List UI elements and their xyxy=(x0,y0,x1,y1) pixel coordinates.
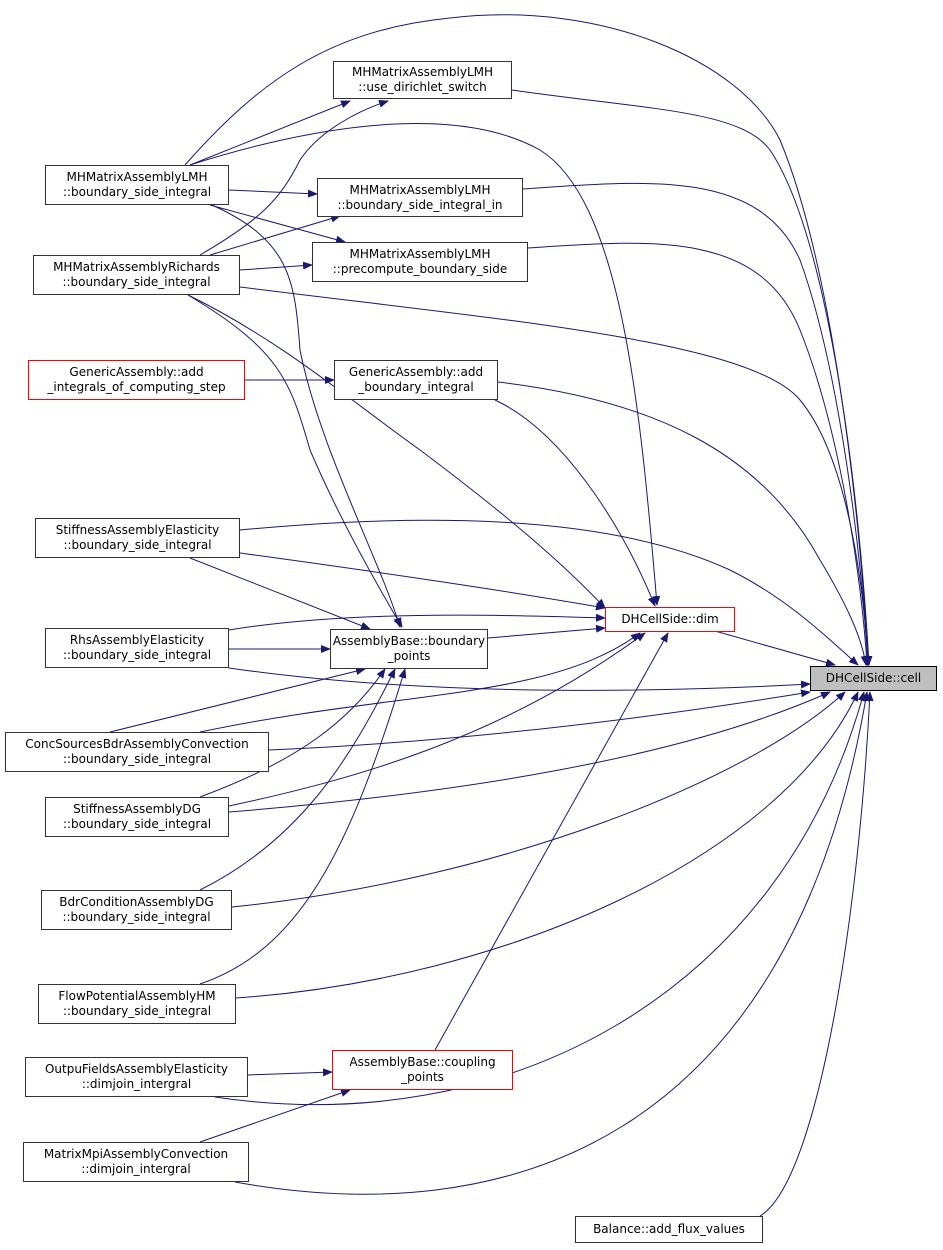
edge-use_dirichlet-to-cell xyxy=(511,89,873,666)
edge-coupling_points-to-dim xyxy=(434,632,669,1051)
node-richards-bsi[interactable]: MHMatrixAssemblyRichards::boundary_side_… xyxy=(33,255,240,295)
node-label-line: ::boundary_side_integral xyxy=(62,910,211,924)
node-outpu-fields[interactable]: OutpuFieldsAssemblyElasticity::dimjoin_i… xyxy=(25,1057,248,1097)
node-label-line: ::boundary_side_integral xyxy=(62,648,212,662)
edge-lmh_bsi-to-dim xyxy=(189,123,661,606)
node-matrix-mpi[interactable]: MatrixMpiAssemblyConvection::dimjoin_int… xyxy=(23,1142,249,1182)
edge-conc_sources-to-cell xyxy=(268,689,811,751)
node-label-line: ::use_dirichlet_switch xyxy=(358,80,487,94)
node-label-line: Balance::add_flux_values xyxy=(593,1222,745,1236)
node-stiff-elast[interactable]: StiffnessAssemblyElasticity::boundary_si… xyxy=(35,518,240,558)
edge-stiff_dg-to-cell xyxy=(228,691,831,813)
node-conc-sources[interactable]: ConcSourcesBdrAssemblyConvection::bounda… xyxy=(5,732,269,772)
edge-conc_sources-to-boundary_points xyxy=(109,667,366,733)
edge-richards_bsi-to-use_dirichlet xyxy=(199,99,389,256)
node-flow-pot[interactable]: FlowPotentialAssemblyHM::boundary_side_i… xyxy=(38,984,236,1024)
node-rhs-elast[interactable]: RhsAssemblyElasticity::boundary_side_int… xyxy=(45,628,229,668)
node-bdr-cond[interactable]: BdrConditionAssemblyDG::boundary_side_in… xyxy=(41,890,232,930)
edge-matrix_mpi-to-cell xyxy=(234,691,870,1195)
node-label-line: MHMatrixAssemblyLMH xyxy=(66,170,208,184)
node-label-line: StiffnessAssemblyElasticity xyxy=(55,523,220,537)
node-dim[interactable]: DHCellSide::dim xyxy=(605,607,735,632)
node-label-line: ::boundary_side_integral_in xyxy=(337,197,503,212)
node-lmh-bsi[interactable]: MHMatrixAssemblyLMH::boundary_side_integ… xyxy=(45,165,229,205)
node-coupling-points[interactable]: AssemblyBase::coupling _points xyxy=(332,1050,513,1090)
edge-lmh_bsi-to-precompute xyxy=(209,204,346,244)
edge-add_boundary-to-cell xyxy=(497,381,869,666)
node-bsi-in[interactable]: MHMatrixAssemblyLMH::boundary_side_integ… xyxy=(317,178,523,217)
node-boundary-points[interactable]: AssemblyBase::boundary _points xyxy=(330,629,488,669)
node-label-line: MHMatrixAssemblyLMH xyxy=(351,65,494,79)
node-label-line: ::dimjoin_intergral xyxy=(81,1162,191,1176)
edge-lmh_bsi-to-cell xyxy=(184,14,872,666)
node-add-integrals[interactable]: GenericAssembly::add _integrals_of_comput… xyxy=(28,360,245,400)
edge-boundary_points-to-dim xyxy=(487,624,606,639)
node-label-line: GenericAssembly::add xyxy=(69,365,204,379)
edge-richards_bsi-to-bsi_in xyxy=(209,214,341,256)
edge-lmh_bsi-to-bsi_in xyxy=(228,189,318,198)
node-label-line: RhsAssemblyElasticity xyxy=(69,633,205,647)
edge-rhs_elast-to-dim xyxy=(228,613,606,631)
edge-flow_pot-to-boundary_points xyxy=(199,668,407,985)
node-label-line: ::boundary_side_integral xyxy=(62,185,212,199)
node-label-line: StiffnessAssemblyDG xyxy=(73,802,201,816)
edge-flow_pot-to-cell xyxy=(235,691,859,999)
edge-precompute-to-cell xyxy=(527,242,871,666)
node-label-line: MHMatrixAssemblyRichards xyxy=(53,260,220,274)
node-stiff-dg[interactable]: StiffnessAssemblyDG::boundary_side_integ… xyxy=(45,797,229,837)
edge-bdr_cond-to-cell xyxy=(231,691,846,908)
edge-stiff_dg-to-dim xyxy=(228,632,646,807)
edge-bdr_cond-to-boundary_points xyxy=(199,668,396,891)
edge-conc_sources-to-dim xyxy=(199,632,641,733)
node-label-line: ::precompute_boundary_side xyxy=(332,262,508,276)
edge-stiff_elast-to-dim xyxy=(239,552,606,611)
edge-stiff_elast-to-cell xyxy=(239,519,859,666)
edge-balance-to-cell xyxy=(759,691,874,1217)
edge-outpu_fields-to-cell xyxy=(214,691,866,1106)
edge-matrix_mpi-to-coupling_points xyxy=(199,1089,351,1143)
edge-outpu_fields-to-coupling_points xyxy=(247,1068,333,1077)
node-label-line: ::boundary_side_integral xyxy=(63,538,212,552)
node-use-dirichlet[interactable]: MHMatrixAssemblyLMH::use_dirichlet_switc… xyxy=(333,61,512,99)
edge-dim-to-cell xyxy=(714,630,836,667)
node-label-line: ::boundary_side_integral xyxy=(62,752,212,766)
node-label-line: ConcSourcesBdrAssemblyConvection xyxy=(25,737,249,751)
node-label-line: ::boundary_side_integral xyxy=(62,1004,212,1018)
node-label-line: BdrConditionAssemblyDG xyxy=(59,895,214,909)
node-label-line: DHCellSide::cell xyxy=(825,671,922,685)
edge-richards_bsi-to-cell xyxy=(239,286,872,666)
node-label-line: ::boundary_side_integral xyxy=(62,817,212,831)
edge-stiff_elast-to-boundary_points xyxy=(189,557,371,630)
edge-add_boundary-to-dim xyxy=(494,399,656,607)
node-label-line: _integrals_of_computing_step xyxy=(47,380,226,394)
node-label-line: _boundary_integral xyxy=(358,380,474,394)
node-label-line: MHMatrixAssemblyLMH xyxy=(349,247,491,261)
node-label-line: AssemblyBase::boundary xyxy=(332,634,486,648)
node-label-line: AssemblyBase::coupling xyxy=(349,1055,496,1069)
node-label-line: MatrixMpiAssemblyConvection xyxy=(43,1147,229,1161)
node-label-line: DHCellSide::dim xyxy=(621,612,719,626)
edge-lmh_bsi-to-boundary_points xyxy=(211,204,402,628)
edge-rhs_elast-to-cell xyxy=(228,667,811,691)
edge-lmh_bsi-to-use_dirichlet xyxy=(189,100,351,166)
node-label-line: FlowPotentialAssemblyHM xyxy=(58,989,216,1003)
edge-richards_bsi-to-dim xyxy=(187,294,606,609)
node-precompute[interactable]: MHMatrixAssemblyLMH::precompute_boundary… xyxy=(312,242,528,282)
node-add-boundary[interactable]: GenericAssembly::add _boundary_integral xyxy=(334,360,498,400)
node-label-line: ::boundary_side_integral xyxy=(62,275,211,289)
node-label-line: ::dimjoin_intergral xyxy=(81,1077,192,1091)
node-label-line: OutpuFieldsAssemblyElasticity xyxy=(44,1062,229,1076)
edge-bsi_in-to-cell xyxy=(522,182,872,666)
edge-richards_bsi-to-boundary_points xyxy=(187,294,403,628)
edge-richards_bsi-to-precompute xyxy=(239,261,313,271)
node-label-line: _points xyxy=(387,649,431,663)
node-cell[interactable]: DHCellSide::cell xyxy=(810,666,937,691)
node-balance[interactable]: Balance::add_flux_values xyxy=(575,1216,763,1243)
node-label-line: _points xyxy=(401,1070,444,1084)
node-label-line: GenericAssembly::add xyxy=(348,365,484,379)
node-label-line: MHMatrixAssemblyLMH xyxy=(349,182,491,197)
edge-stiff_dg-to-boundary_points xyxy=(199,668,386,798)
